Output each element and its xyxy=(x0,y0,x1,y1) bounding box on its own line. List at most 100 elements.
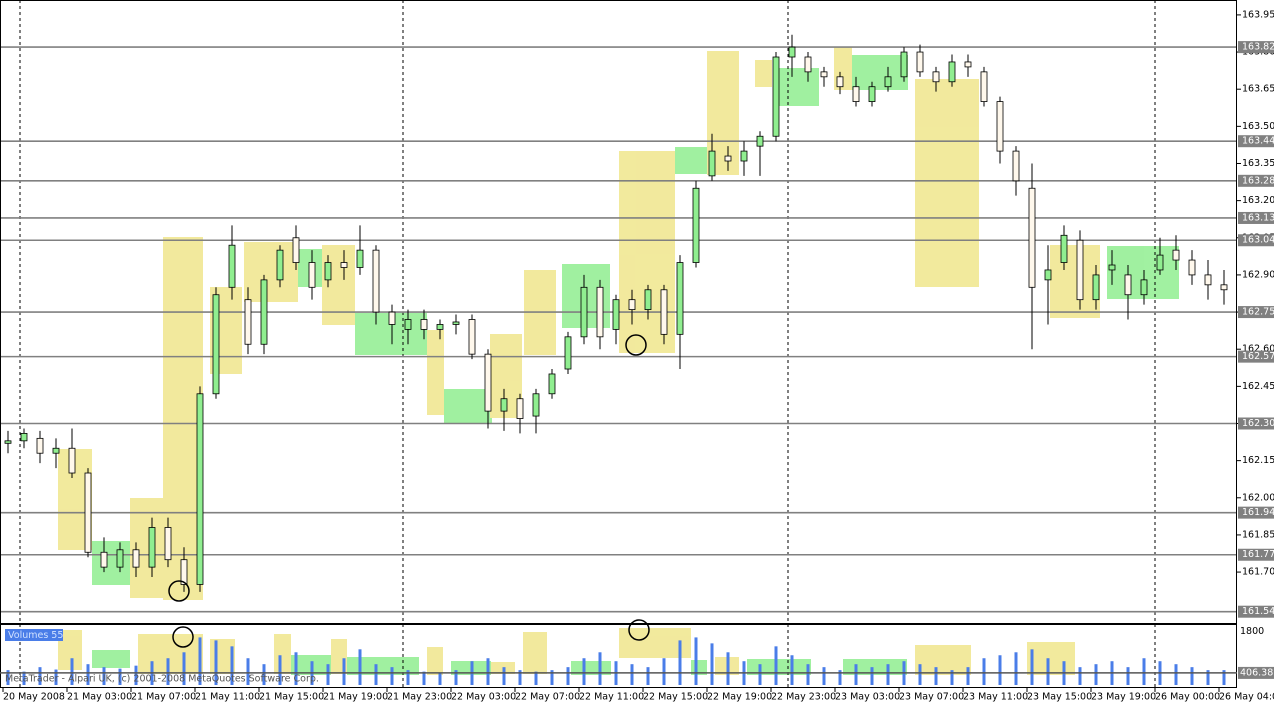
x-tick-label: 22 May 11:00 xyxy=(579,692,644,703)
volume-bar xyxy=(726,652,730,685)
level-label: 162.30 xyxy=(1242,418,1274,429)
zone xyxy=(427,647,443,675)
volume-bar xyxy=(630,664,634,685)
candle-body xyxy=(468,319,476,355)
volume-bar xyxy=(886,664,890,685)
candle-body xyxy=(20,433,28,442)
candle-body xyxy=(276,249,284,281)
candle-body xyxy=(1140,279,1148,296)
volume-bar xyxy=(550,670,554,685)
volume-bar xyxy=(694,637,698,685)
candle-body xyxy=(948,61,956,83)
markers xyxy=(168,334,650,648)
x-tick-label: 21 May 11:00 xyxy=(195,692,260,703)
candle-body xyxy=(1220,284,1228,291)
volume-bar xyxy=(246,658,250,685)
volume-bar xyxy=(998,655,1002,685)
volume-tick-box xyxy=(1238,666,1274,679)
marker xyxy=(625,334,647,356)
candle-body xyxy=(996,101,1004,152)
candle-body xyxy=(228,244,236,288)
level-label-box xyxy=(1238,605,1274,618)
zone xyxy=(347,657,419,675)
zone xyxy=(427,330,444,415)
candle-body xyxy=(1060,234,1068,263)
zone xyxy=(915,79,979,287)
zone xyxy=(92,541,130,585)
candles xyxy=(4,34,1228,592)
zone xyxy=(755,60,772,87)
candle-body xyxy=(980,71,988,102)
candle-body xyxy=(52,447,60,454)
volume-bar xyxy=(102,667,106,685)
candle-body xyxy=(964,61,972,68)
level-label-box xyxy=(1238,135,1274,148)
volume-bar xyxy=(838,670,842,685)
candle-body xyxy=(164,527,172,561)
candle-body xyxy=(516,398,524,419)
volume-bar xyxy=(518,670,522,685)
volume-bar xyxy=(134,665,138,685)
zone xyxy=(915,645,971,675)
candle-body xyxy=(852,86,860,102)
zone xyxy=(244,242,298,302)
volume-bar xyxy=(966,667,970,685)
volume-bar xyxy=(326,664,330,685)
volume-bar xyxy=(582,658,586,685)
level-label: 163.28 xyxy=(1242,175,1274,186)
candle-body xyxy=(708,150,716,177)
zone xyxy=(444,389,492,423)
y-tick-label: 162.60 xyxy=(1242,344,1274,355)
volume-bar xyxy=(422,671,426,685)
zone xyxy=(1050,245,1100,318)
level-label-box xyxy=(1238,548,1274,561)
volume-bar xyxy=(662,658,666,685)
candle-body xyxy=(4,440,12,444)
zone xyxy=(675,147,707,174)
candle-body xyxy=(260,279,268,345)
candle-body xyxy=(1044,269,1052,281)
candle-body xyxy=(436,324,444,330)
volume-bar xyxy=(1142,658,1146,685)
y-tick-label: 163.35 xyxy=(1242,158,1274,169)
level-label-box xyxy=(1238,41,1274,54)
volume-bar xyxy=(406,670,410,685)
volume-bar xyxy=(6,670,10,685)
volume-bar xyxy=(198,637,202,685)
volume-bar xyxy=(918,664,922,685)
candle-body xyxy=(1124,274,1132,296)
zone xyxy=(779,68,819,106)
candle-body xyxy=(372,249,380,313)
level-label: 162.57 xyxy=(1242,351,1274,362)
volume-bar xyxy=(70,658,74,685)
candle-body xyxy=(1076,239,1084,301)
level-label-box xyxy=(1238,306,1274,319)
y-tick-label: 162.00 xyxy=(1242,492,1274,503)
level-label-box xyxy=(1238,211,1274,224)
candle-body xyxy=(1204,274,1212,286)
volume-bar xyxy=(1190,667,1194,685)
volume-bar xyxy=(38,667,42,685)
volume-bar xyxy=(534,671,538,685)
volume-bar xyxy=(758,664,762,685)
volume-bar xyxy=(1126,667,1130,685)
volume-bar xyxy=(358,649,362,685)
level-label: 161.77 xyxy=(1242,549,1274,560)
volume-bar xyxy=(390,667,394,685)
volume-bar xyxy=(1094,664,1098,685)
x-tick-label: 22 May 07:00 xyxy=(515,692,580,703)
y-tick-label: 163.65 xyxy=(1242,84,1274,95)
volume-bar xyxy=(22,671,26,685)
candle-body xyxy=(356,249,364,268)
level-label-box xyxy=(1238,350,1274,363)
volume-bar xyxy=(790,655,794,685)
candle-body xyxy=(1188,259,1196,276)
volume-bar xyxy=(486,658,490,685)
y-tick-label: 162.90 xyxy=(1242,269,1274,280)
zone xyxy=(852,55,908,90)
volume-bar xyxy=(774,646,778,685)
level-label: 163.44 xyxy=(1242,136,1274,147)
y-tick-label: 161.85 xyxy=(1242,529,1274,540)
level-label: 161.54 xyxy=(1242,606,1274,617)
